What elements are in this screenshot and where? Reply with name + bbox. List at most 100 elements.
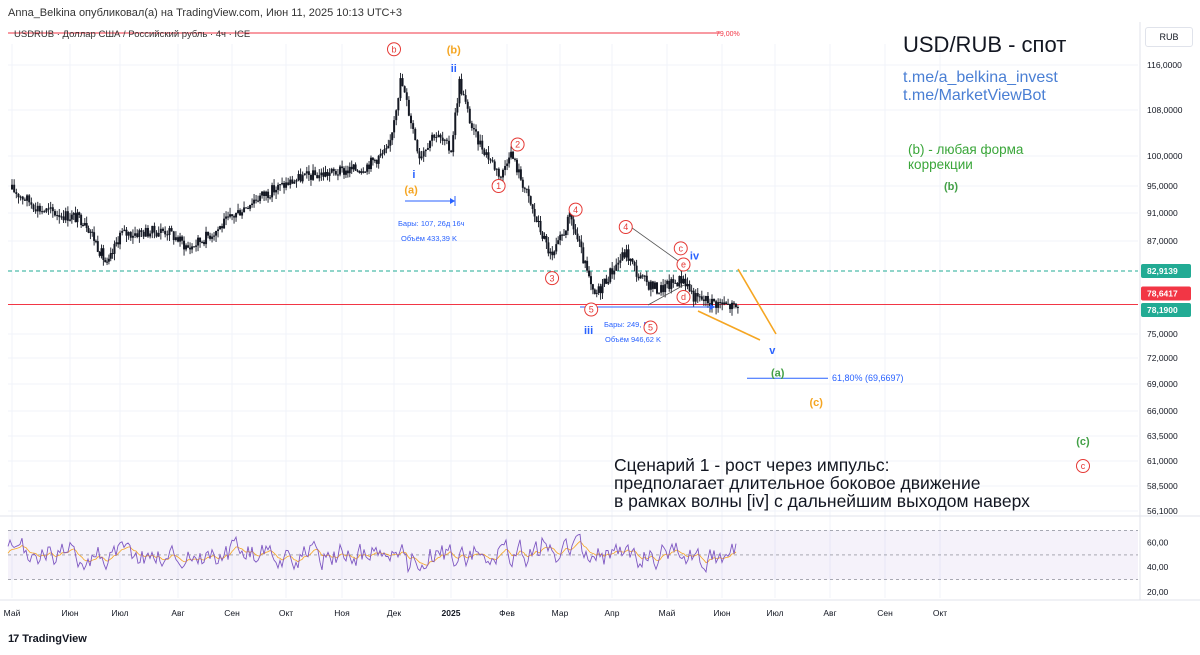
candle-body — [21, 196, 24, 200]
candle-body — [422, 151, 425, 157]
candle-body — [572, 219, 575, 230]
price-tick: 63,5000 — [1147, 431, 1178, 441]
candle-body — [285, 182, 288, 188]
candle-body — [43, 211, 46, 213]
currency-button[interactable]: RUB — [1145, 27, 1193, 47]
candle-body — [74, 213, 77, 223]
candle-body — [641, 275, 644, 277]
candle-body — [625, 249, 628, 258]
candle-body — [299, 174, 302, 182]
candle-body — [468, 108, 471, 124]
wave-circle — [491, 179, 506, 193]
candle-body — [87, 228, 90, 233]
candle-body — [159, 228, 162, 233]
candle-body — [660, 285, 663, 293]
candle-body — [619, 260, 622, 263]
candle-body — [591, 284, 594, 290]
price-badge — [1141, 286, 1191, 301]
candle-body — [41, 211, 44, 213]
candle-body — [672, 279, 675, 283]
candle-body — [653, 282, 656, 289]
candle-body — [479, 140, 482, 145]
candle-body — [309, 174, 312, 180]
candle-body — [183, 240, 186, 250]
candle-body — [195, 245, 198, 247]
time-tick: Май — [4, 608, 21, 618]
candle-body — [189, 247, 192, 250]
candle-body — [197, 237, 200, 246]
candle-body — [674, 282, 677, 284]
candle-body — [322, 172, 325, 177]
candle-body — [316, 175, 319, 179]
candle-body — [257, 200, 260, 202]
candle-body — [489, 159, 492, 161]
candle-body — [127, 232, 130, 236]
candle-body — [521, 179, 524, 188]
candle-body — [207, 231, 210, 236]
price-tick: 56,1000 — [1147, 506, 1178, 516]
time-tick: Ноя — [334, 608, 350, 618]
candle-body — [515, 159, 518, 173]
candle-body — [185, 245, 188, 250]
candle-body — [229, 214, 232, 217]
measure-bars-2: Бары: 249, 59д — [604, 320, 657, 329]
candle-body — [609, 268, 612, 282]
candle-body — [51, 207, 54, 212]
candle-body — [117, 242, 120, 245]
candle-body — [209, 235, 212, 239]
candle-body — [670, 279, 673, 289]
candle-body — [717, 302, 720, 308]
time-tick: Авг — [171, 608, 184, 618]
price-badge-text: 78,6417 — [1147, 288, 1178, 298]
candle-body — [215, 230, 218, 236]
candle-body — [231, 214, 234, 217]
candle-body — [603, 278, 606, 285]
candle-body — [510, 151, 513, 158]
fib-label: 61,80% (69,6697) — [832, 373, 904, 383]
rsi-tick: 40,00 — [1147, 562, 1169, 572]
candle-body — [517, 169, 520, 173]
price-tick: 69,0000 — [1147, 379, 1178, 389]
candle-body — [462, 93, 465, 96]
candle-body — [389, 140, 392, 146]
candle-body — [64, 211, 67, 221]
candle-body — [149, 233, 152, 237]
rsi-tick: 20,00 — [1147, 587, 1169, 597]
candle-body — [15, 192, 18, 194]
price-tick: 75,0000 — [1147, 329, 1178, 339]
candle-body — [649, 281, 652, 290]
candle-body — [734, 303, 737, 308]
wave-label: 3 — [550, 273, 555, 283]
candle-body — [269, 197, 272, 199]
time-tick: 2025 — [442, 608, 461, 618]
candle-body — [535, 216, 538, 223]
candle-body — [450, 150, 453, 153]
candle-body — [174, 237, 177, 241]
candle-body — [553, 251, 556, 256]
candle-body — [26, 195, 29, 201]
candle-body — [483, 149, 486, 155]
candle-body — [17, 193, 20, 198]
time-tick: Мар — [552, 608, 569, 618]
candle-body — [339, 166, 342, 175]
candle-body — [369, 157, 372, 170]
wave-circle — [618, 220, 633, 234]
candle-body — [119, 232, 122, 245]
candle-body — [138, 230, 141, 238]
projection-line-2 — [697, 310, 761, 341]
rsi-tick: 60,00 — [1147, 538, 1169, 548]
candle-body — [11, 184, 13, 190]
candle-body — [617, 262, 620, 265]
candle-body — [713, 298, 716, 302]
wave-label: (c) — [1076, 436, 1090, 448]
candle-body — [589, 276, 592, 285]
candle-body — [219, 226, 222, 230]
candle-body — [213, 235, 216, 237]
candle-body — [570, 212, 573, 220]
candle-body — [227, 216, 230, 218]
candle-body — [629, 258, 632, 261]
candle-body — [407, 99, 410, 116]
candle-body — [259, 195, 262, 201]
candle-body — [362, 171, 365, 173]
